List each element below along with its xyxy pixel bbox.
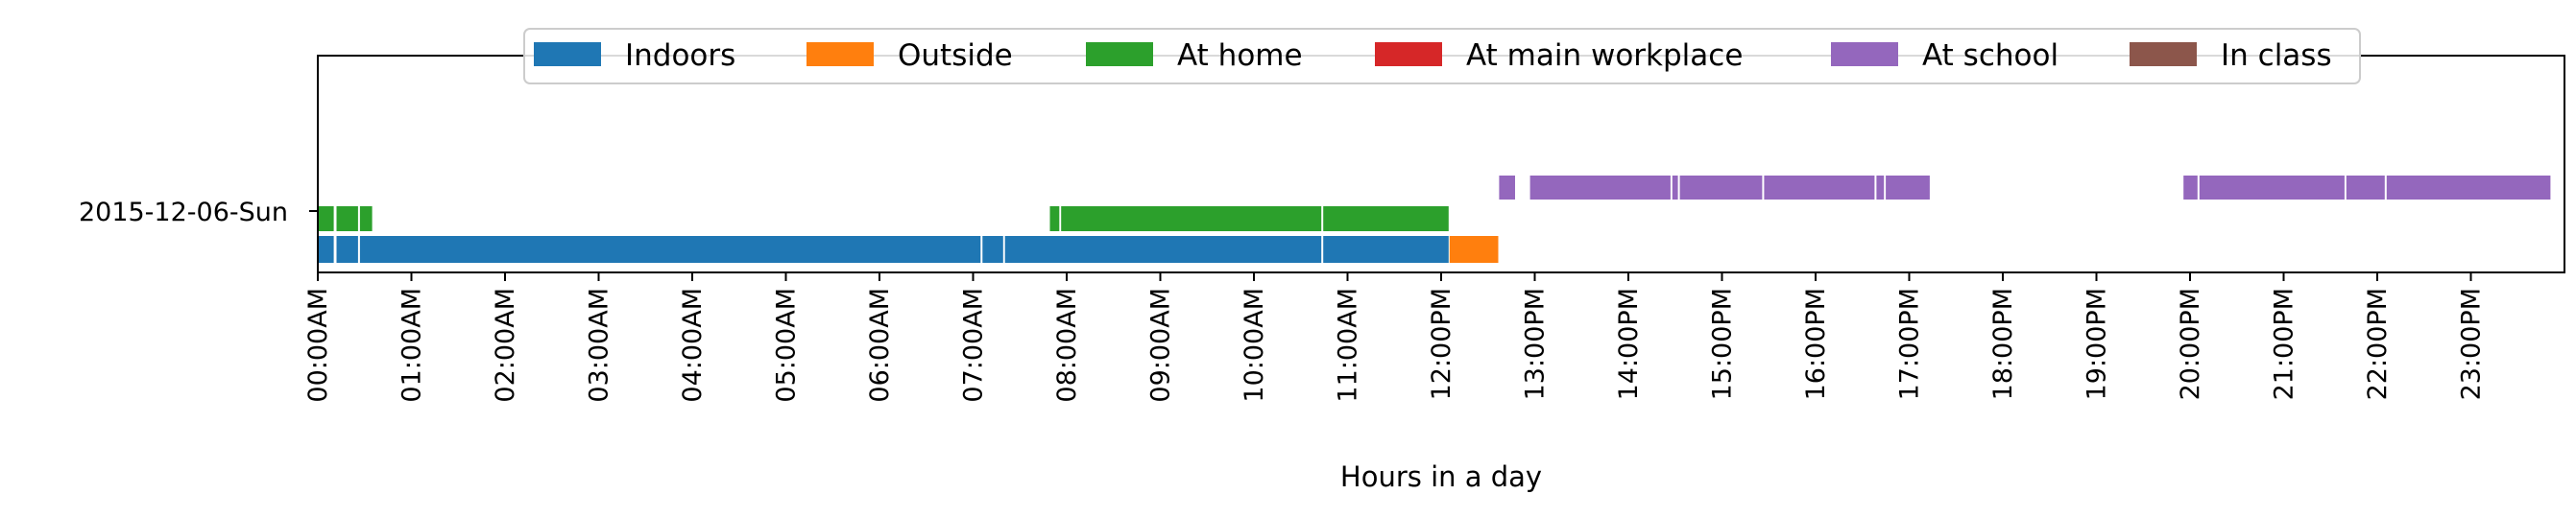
bar-outside-0 — [1449, 236, 1499, 263]
bar-at-home-2 — [359, 206, 373, 231]
bar-indoors-3 — [982, 236, 1003, 263]
x-tick-label: 18:00PM — [1988, 288, 2018, 400]
bar-at-school-4 — [1764, 176, 1875, 200]
x-tick-label: 15:00PM — [1708, 288, 1738, 400]
legend-label: In class — [2221, 38, 2332, 73]
bar-at-school-5 — [1876, 176, 1885, 200]
x-tick-label: 05:00AM — [772, 288, 802, 403]
y-tick-label: 2015-12-06-Sun — [79, 198, 288, 227]
bar-at-school-6 — [1886, 176, 1930, 200]
legend-swatch — [1375, 42, 1442, 66]
bars-layer — [318, 176, 2551, 263]
legend-label: Outside — [898, 38, 1013, 73]
legend-swatch — [2130, 42, 2197, 66]
legend-label: Indoors — [625, 38, 735, 73]
x-tick-label: 09:00AM — [1146, 288, 1176, 403]
x-axis-label: Hours in a day — [1340, 460, 1542, 493]
x-tick-label: 19:00PM — [2082, 288, 2112, 400]
x-tick-label: 20:00PM — [2176, 288, 2205, 400]
legend-swatch — [1086, 42, 1153, 66]
bar-indoors-1 — [336, 236, 358, 263]
bar-at-school-7 — [2183, 176, 2198, 200]
x-tick-label: 12:00PM — [1427, 288, 1457, 400]
x-tick-label: 22:00PM — [2363, 288, 2393, 400]
bar-at-home-4 — [1061, 206, 1322, 231]
bar-at-home-3 — [1049, 206, 1060, 231]
legend-label: At home — [1177, 38, 1303, 73]
x-tick-label: 08:00AM — [1052, 288, 1082, 403]
bar-at-school-9 — [2346, 176, 2385, 200]
bar-at-school-3 — [1679, 176, 1763, 200]
bar-at-school-2 — [1672, 176, 1678, 200]
x-tick-label: 14:00PM — [1614, 288, 1644, 400]
legend: Indoors Outside At home At main workplace At… — [523, 28, 2361, 84]
x-tick-label: 23:00PM — [2457, 288, 2487, 400]
bar-at-school-1 — [1529, 176, 1671, 200]
legend-swatch — [807, 42, 874, 66]
x-tick-label: 11:00AM — [1334, 288, 1363, 403]
bar-at-home-1 — [336, 206, 358, 231]
x-tick-label: 01:00AM — [397, 288, 427, 403]
x-axis: 00:00AM 01:00AM 02:00AM 03:00AM 04:00AM 05:00… — [303, 272, 2487, 403]
x-tick-label: 16:00PM — [1801, 288, 1831, 400]
bar-at-school-0 — [1499, 176, 1515, 200]
x-tick-label: 10:00AM — [1240, 288, 1269, 403]
bar-at-school-10 — [2386, 176, 2551, 200]
legend-swatch — [534, 42, 601, 66]
legend-label: At main workplace — [1466, 38, 1743, 73]
bar-at-school-8 — [2199, 176, 2345, 200]
x-tick-label: 07:00AM — [959, 288, 989, 403]
x-tick-label: 02:00AM — [491, 288, 520, 403]
y-axis: 2015-12-06-Sun — [79, 198, 318, 227]
bar-indoors-5 — [1323, 236, 1449, 263]
x-tick-label: 06:00AM — [865, 288, 895, 403]
x-tick-label: 03:00AM — [585, 288, 614, 403]
legend-label: At school — [1922, 38, 2058, 73]
bar-at-home-5 — [1323, 206, 1449, 231]
x-tick-label: 04:00AM — [678, 288, 708, 403]
x-tick-label: 17:00PM — [1895, 288, 1925, 400]
x-tick-label: 00:00AM — [303, 288, 333, 403]
bar-indoors-0 — [318, 236, 334, 263]
x-tick-label: 21:00PM — [2270, 288, 2299, 400]
legend-swatch — [1831, 42, 1898, 66]
bar-indoors-2 — [359, 236, 981, 263]
bar-at-home-0 — [318, 206, 334, 231]
bar-indoors-4 — [1004, 236, 1322, 263]
x-tick-label: 13:00PM — [1521, 288, 1551, 400]
